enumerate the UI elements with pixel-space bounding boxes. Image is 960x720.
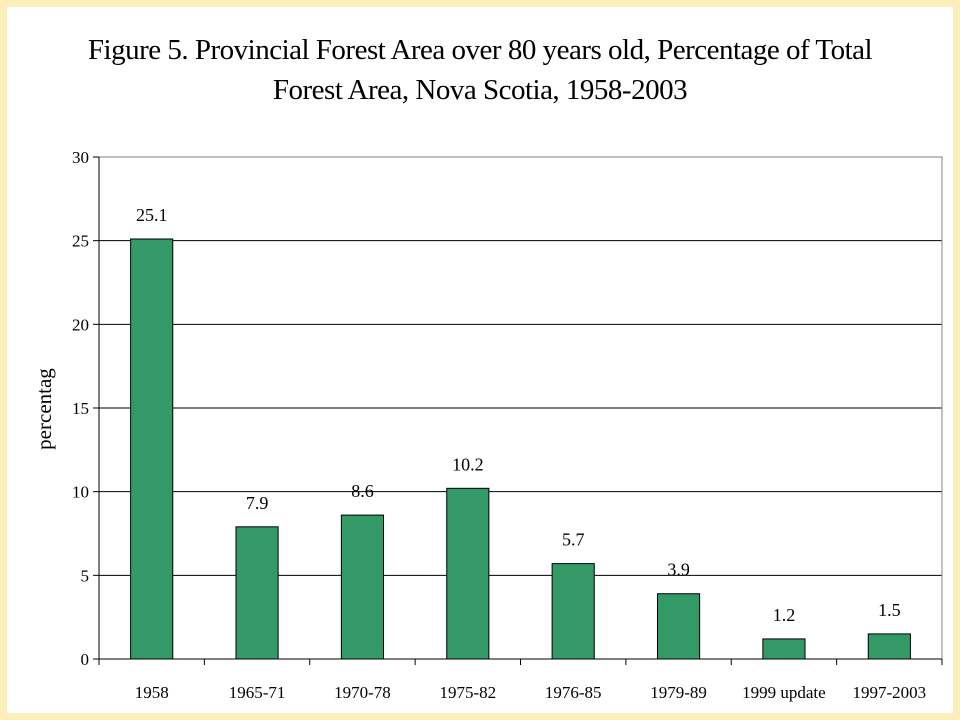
x-tick-label: 1979-89: [650, 683, 707, 702]
bar: [867, 633, 911, 660]
chart-title: Figure 5. Provincial Forest Area over 80…: [0, 30, 960, 110]
x-tick-label: 1999 update: [742, 683, 826, 702]
bar: [235, 526, 279, 660]
bars: [130, 238, 911, 660]
bar: [656, 593, 701, 660]
y-tick-label: 25: [72, 232, 89, 251]
data-label: 10.2: [452, 454, 484, 474]
data-labels: 25.1 7.9 8.6 10.2 5.7 3.9 1.2 1.5: [136, 205, 901, 625]
y-tick-label: 30: [72, 148, 89, 167]
y-tick-label: 15: [72, 399, 89, 418]
y-tick-label: 5: [81, 566, 90, 585]
x-tick-labels: 1958 1965-71 1970-78 1975-82 1976-85 1979-89 1…: [135, 683, 926, 702]
bar: [551, 563, 595, 660]
x-tick-label: 1958: [135, 683, 169, 702]
x-tick-label: 1975-82: [439, 683, 496, 702]
y-tick-label: 20: [72, 315, 89, 334]
x-tick-label: 1970-78: [334, 683, 391, 702]
chart-title-line-2: Forest Area, Nova Scotia, 1958-2003: [272, 74, 688, 106]
x-tick-label: 1965-71: [229, 683, 286, 702]
data-label: 3.9: [667, 560, 690, 580]
data-label: 8.6: [351, 481, 374, 501]
bar: [446, 487, 490, 660]
x-tick-label: 1976-85: [545, 683, 602, 702]
bar: [130, 238, 174, 660]
bar: [762, 638, 806, 660]
bar: [340, 514, 385, 660]
data-label: 5.7: [562, 530, 585, 550]
data-label: 1.2: [773, 605, 796, 625]
y-tick-label: 10: [72, 483, 89, 502]
y-axis-title: percentag: [32, 368, 56, 450]
y-tick-labels: 0 5 10 15 20 25 30: [72, 148, 89, 669]
data-label: 25.1: [136, 205, 168, 225]
data-label: 7.9: [246, 493, 269, 513]
y-tick-label: 0: [81, 650, 90, 669]
x-tick-label: 1997-2003: [852, 683, 926, 702]
chart-title-line-1: Figure 5. Provincial Forest Area over 80…: [87, 34, 873, 66]
axes: [93, 156, 943, 665]
gridlines: [99, 240, 942, 576]
data-label: 1.5: [878, 600, 901, 620]
